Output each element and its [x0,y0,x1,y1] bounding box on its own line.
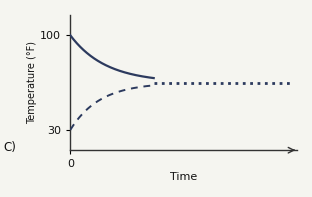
Y-axis label: Temperature (°F): Temperature (°F) [27,41,37,124]
Text: C): C) [3,141,16,154]
X-axis label: Time: Time [170,172,197,182]
